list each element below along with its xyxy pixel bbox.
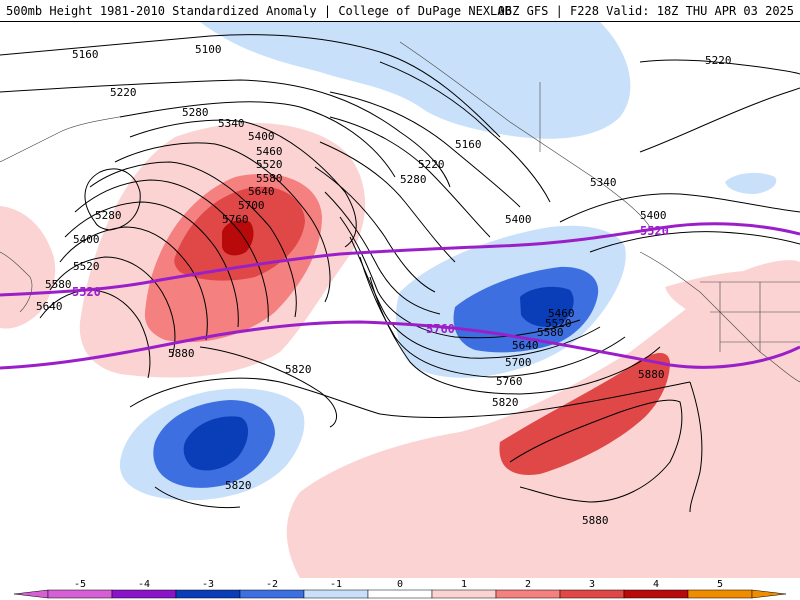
contour-label: 5880: [582, 514, 609, 527]
contour-label: 5820: [225, 479, 252, 492]
highlight-label-5520: 5520: [72, 285, 101, 299]
contour-label: 5700: [238, 199, 265, 212]
contour-label: 5400: [505, 213, 532, 226]
colorbar-arrow-right: [751, 589, 787, 599]
colorbar-label: 1: [461, 579, 467, 590]
contour-label: 5220: [110, 86, 137, 99]
model-run-info: 06Z GFS | F228 Valid: 18Z THU APR 03 202…: [497, 4, 794, 18]
contour-label: 5580: [45, 278, 72, 291]
colorbar-swatch: [303, 589, 369, 599]
colorbar-swatch: [239, 589, 305, 599]
colorbar-swatch: [367, 589, 433, 599]
colorbar-arrow-left: [13, 589, 49, 599]
contour-label: 5460: [256, 145, 283, 158]
contour-label: 5640: [36, 300, 63, 313]
colorbar-label: 3: [589, 579, 595, 590]
contour-label: 5460: [548, 307, 575, 320]
contour-label: 5280: [182, 106, 209, 119]
colorbar-label: -3: [202, 579, 214, 590]
highlight-labels: 5520 5520 5760: [72, 224, 669, 336]
contour-label: 5700: [505, 356, 532, 369]
colorbar-label: -4: [138, 579, 150, 590]
contour-5760-line: [0, 320, 800, 370]
colorbar-swatch: [687, 589, 753, 599]
contour-label: 5220: [418, 158, 445, 171]
colorbar-swatches: [13, 589, 787, 599]
highlight-label-5760: 5760: [426, 322, 455, 336]
highlight-label-5520: 5520: [640, 224, 669, 238]
contour-label: 5400: [248, 130, 275, 143]
contour-label: 5520: [256, 158, 283, 171]
colorbar-label: 4: [653, 579, 659, 590]
contour-label: 5580: [256, 172, 283, 185]
anomaly-map: 5160 5100 5220 5280 5340 5400 5460 5520 …: [0, 22, 800, 578]
colorbar-swatch: [559, 589, 625, 599]
colorbar-label: 5: [717, 579, 723, 590]
negative-anomaly-shading-3: [183, 286, 574, 471]
contour-label: 5280: [95, 209, 122, 222]
contour-label: 5160: [455, 138, 482, 151]
map-title: 500mb Height 1981-2010 Standardized Anom…: [6, 4, 512, 18]
contour-label: 5640: [512, 339, 539, 352]
colorbar-swatch: [431, 589, 497, 599]
contour-label: 5880: [168, 347, 195, 360]
contour-label: 5220: [705, 54, 732, 67]
contour-5520-line: [0, 222, 800, 297]
contour-label: 5400: [640, 209, 667, 222]
colorbar-swatch: [111, 589, 177, 599]
contour-labels: 5160 5100 5220 5280 5340 5400 5460 5520 …: [36, 43, 732, 527]
map-header: 500mb Height 1981-2010 Standardized Anom…: [0, 0, 800, 22]
contour-label: 5280: [400, 173, 427, 186]
contour-label: 5640: [248, 185, 275, 198]
colorbar-swatch: [623, 589, 689, 599]
colorbar-label: -5: [74, 579, 86, 590]
colorbar-swatch: [175, 589, 241, 599]
contour-label: 5520: [545, 317, 572, 330]
contour-label: 5880: [638, 368, 665, 381]
colorbar-label: 0: [397, 579, 403, 590]
colorbar-label: 2: [525, 579, 531, 590]
colorbar-swatch: [495, 589, 561, 599]
positive-anomaly-shading-4: [222, 220, 254, 256]
colorbar-label: -2: [266, 579, 278, 590]
contour-label: 5160: [72, 48, 99, 61]
highlight-contours: [0, 222, 800, 370]
contour-label: 5400: [73, 233, 100, 246]
contour-label: 5340: [218, 117, 245, 130]
contour-label: 5580: [537, 326, 564, 339]
anomaly-colorbar: -5 -4 -3 -2 -1 0 1 2 3 4 5: [0, 578, 800, 600]
colorbar-labels: -5 -4 -3 -2 -1 0 1 2 3 4 5: [74, 579, 723, 590]
colorbar-swatch: [47, 589, 113, 599]
contour-label: 5100: [195, 43, 222, 56]
contour-label: 5820: [285, 363, 312, 376]
contour-label: 5760: [222, 213, 249, 226]
contour-label: 5820: [492, 396, 519, 409]
contour-label: 5520: [73, 260, 100, 273]
contour-label: 5340: [590, 176, 617, 189]
contour-label: 5760: [496, 375, 523, 388]
colorbar-label: -1: [330, 579, 342, 590]
